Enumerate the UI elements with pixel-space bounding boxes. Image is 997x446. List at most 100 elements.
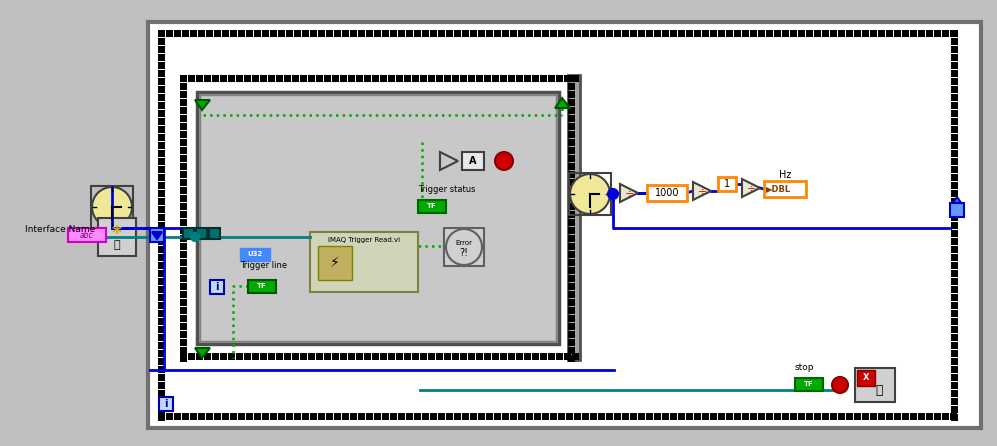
Bar	[630, 413, 637, 420]
Bar	[260, 75, 267, 82]
Bar	[180, 227, 187, 234]
Bar	[951, 230, 958, 237]
Bar	[316, 75, 323, 82]
Bar	[302, 413, 309, 420]
Bar	[158, 230, 165, 237]
Bar	[951, 174, 958, 181]
Bar	[569, 173, 611, 215]
Bar	[364, 75, 371, 82]
Bar	[582, 30, 589, 37]
Bar	[951, 254, 958, 261]
Bar	[951, 246, 958, 253]
Bar	[374, 413, 381, 420]
Bar	[452, 75, 459, 82]
Bar	[180, 323, 187, 330]
Bar	[574, 413, 581, 420]
Bar	[782, 30, 789, 37]
Bar	[158, 390, 165, 397]
Bar	[158, 158, 165, 165]
Bar	[568, 291, 575, 298]
Bar	[502, 30, 509, 37]
Bar	[182, 30, 189, 37]
Bar	[166, 30, 173, 37]
Bar	[870, 30, 877, 37]
Bar	[294, 413, 301, 420]
Bar	[180, 91, 187, 98]
Polygon shape	[555, 98, 570, 108]
Bar	[318, 246, 352, 280]
Bar	[158, 334, 165, 341]
Bar	[951, 118, 958, 125]
Bar	[951, 38, 958, 45]
Bar	[374, 30, 381, 37]
Bar	[951, 334, 958, 341]
Bar	[366, 30, 373, 37]
Text: ÷: ÷	[747, 183, 756, 193]
Bar	[398, 413, 405, 420]
Bar	[180, 267, 187, 274]
Bar	[710, 413, 717, 420]
Bar	[180, 75, 187, 82]
Bar	[678, 413, 685, 420]
Bar	[236, 75, 243, 82]
Bar	[662, 413, 669, 420]
Bar	[951, 326, 958, 333]
Bar	[158, 86, 165, 93]
Bar	[758, 30, 765, 37]
Bar	[240, 248, 270, 261]
Bar	[568, 267, 575, 274]
Bar	[438, 413, 445, 420]
Text: TF: TF	[427, 203, 437, 210]
Bar	[209, 228, 220, 239]
Bar	[846, 30, 853, 37]
Bar	[158, 142, 165, 149]
Bar	[516, 75, 523, 82]
Bar	[220, 353, 227, 360]
Bar	[198, 30, 205, 37]
Text: stop: stop	[795, 363, 815, 372]
Bar	[196, 75, 203, 82]
Bar	[180, 147, 187, 154]
Bar	[830, 413, 837, 420]
Bar	[678, 30, 685, 37]
Bar	[396, 353, 403, 360]
Bar	[180, 353, 187, 360]
Bar	[951, 166, 958, 173]
Bar	[180, 219, 187, 226]
Bar	[412, 75, 419, 82]
Bar	[951, 150, 958, 157]
Bar	[478, 413, 485, 420]
Bar	[500, 353, 507, 360]
Bar	[404, 353, 411, 360]
Bar	[568, 315, 575, 322]
Bar	[568, 155, 575, 162]
Bar	[180, 83, 187, 90]
Circle shape	[570, 174, 610, 214]
Bar	[158, 182, 165, 189]
Bar	[750, 413, 757, 420]
Bar	[190, 413, 197, 420]
Bar	[568, 219, 575, 226]
Bar	[334, 30, 341, 37]
Bar	[158, 302, 165, 309]
Bar	[548, 353, 555, 360]
Bar	[951, 278, 958, 285]
Bar	[252, 75, 259, 82]
Bar	[568, 147, 575, 154]
Text: i: i	[165, 399, 167, 409]
Bar	[606, 413, 613, 420]
Bar	[654, 30, 661, 37]
Bar	[180, 339, 187, 346]
Bar	[951, 318, 958, 325]
Bar	[348, 75, 355, 82]
Bar	[462, 30, 469, 37]
Bar	[951, 238, 958, 245]
Bar	[951, 78, 958, 85]
Bar	[418, 200, 446, 213]
Bar	[550, 30, 557, 37]
Bar	[222, 30, 229, 37]
Bar	[158, 30, 958, 420]
Bar	[540, 75, 547, 82]
Bar	[390, 30, 397, 37]
Bar	[372, 75, 379, 82]
